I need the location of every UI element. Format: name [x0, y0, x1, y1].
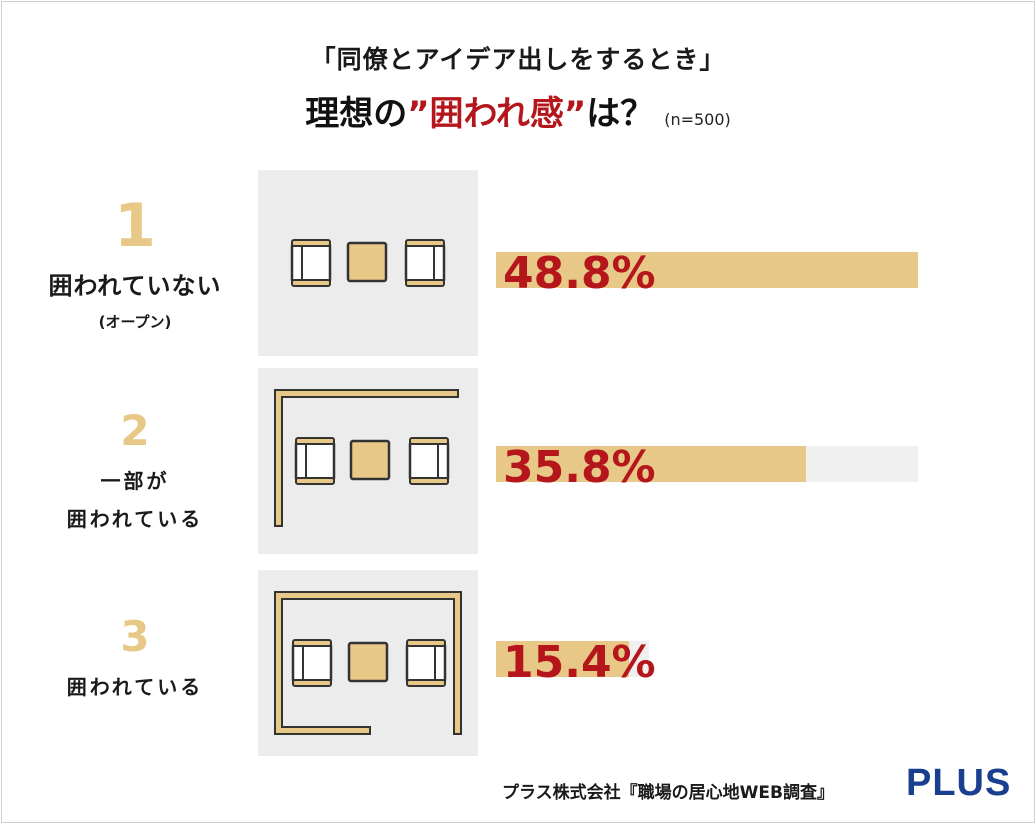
table-icon: [349, 439, 391, 481]
row-1-category: 囲われていない: [48, 272, 222, 300]
row-2-illustration: [258, 368, 478, 554]
rank-2: 2: [120, 406, 150, 455]
chart-title: 理想の”囲われ感”は？ (n=500): [0, 86, 1036, 135]
chair-left-icon: [291, 639, 333, 687]
row-3-label: 3 囲われている: [20, 616, 250, 706]
bar-2: [496, 446, 806, 482]
rank-1: 1: [114, 191, 156, 261]
enclosure-wall-icon: [274, 591, 462, 735]
row-3-illustration: [258, 570, 478, 756]
title-highlight: ”囲われ感”: [407, 94, 587, 134]
source-credit: プラス株式会社『職場の居心地WEB調査』: [502, 783, 834, 803]
sample-size: (n=500): [664, 110, 731, 129]
chair-left-icon: [290, 239, 332, 287]
table-icon: [346, 241, 388, 283]
chair-right-icon: [404, 239, 446, 287]
partial-enclosure-icon: [274, 389, 459, 527]
chair-right-icon: [408, 437, 450, 485]
bar-1: [496, 252, 918, 288]
row-1-subcategory: (オープン): [98, 313, 172, 331]
row-2-label: 2 一部が 囲われている: [20, 410, 250, 538]
chair-left-icon: [294, 437, 336, 485]
row-1-illustration: [258, 170, 478, 356]
partition-wall-icon: [274, 389, 459, 527]
rank-3: 3: [120, 612, 150, 661]
title-prefix: 理想の: [305, 94, 408, 134]
full-enclosure-icon: [274, 591, 462, 735]
chair-right-icon: [405, 639, 447, 687]
chart-subtitle: 「同僚とアイデア出しをするとき」: [310, 45, 726, 74]
row-2-category-line1: 一部が: [100, 469, 170, 493]
value-label-2: 35.8%: [503, 442, 656, 493]
row-1-label: 1 囲われていない (オープン): [20, 196, 250, 332]
plus-logo: PLUS: [906, 762, 1012, 804]
row-3-category: 囲われている: [66, 675, 204, 699]
open-layout-icon: [290, 239, 446, 287]
title-suffix: は？: [586, 94, 655, 134]
table-icon: [347, 641, 389, 683]
row-2-category-line2: 囲われている: [66, 507, 204, 531]
bar-3: [496, 641, 629, 677]
value-label-3: 15.4%: [503, 637, 656, 688]
value-label-1: 48.8%: [503, 248, 656, 299]
